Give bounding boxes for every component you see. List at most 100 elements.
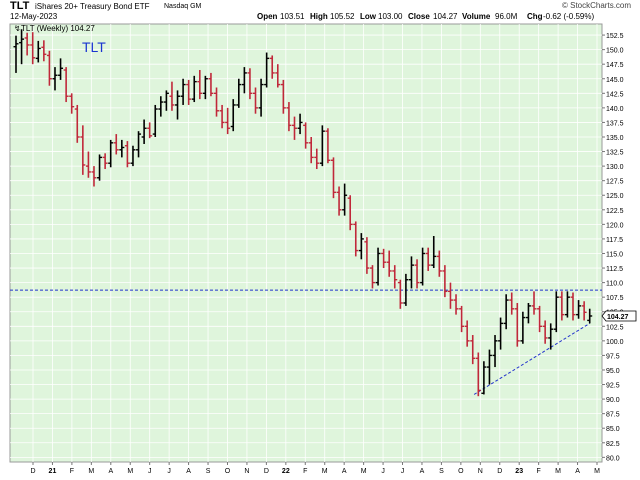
ohlc-bar bbox=[492, 335, 498, 368]
y-tick-label: 82.5 bbox=[606, 441, 620, 448]
legend-icon: ↯ bbox=[14, 24, 21, 33]
x-axis: D 21 F M A M J J A S O N D 22 F M A M J J A S O N D 23 F M A M bbox=[30, 462, 600, 475]
change-value: -0.62 (-0.59%) bbox=[543, 12, 595, 21]
ohlc-bar bbox=[136, 131, 142, 158]
ohlc-bar bbox=[442, 265, 448, 298]
last-close-badge-shape bbox=[601, 310, 637, 322]
ohlc-bar bbox=[275, 64, 281, 88]
ohlc-bar bbox=[509, 292, 515, 315]
ohlc-bar bbox=[386, 250, 392, 277]
ohlc-bar bbox=[420, 247, 426, 286]
x-tick-label: O bbox=[458, 468, 464, 475]
ohlc-bar bbox=[186, 79, 192, 105]
x-tick-label: J bbox=[381, 468, 385, 475]
x-tick-label: S bbox=[439, 468, 444, 475]
ohlc-bar bbox=[80, 125, 86, 175]
ohlc-bar bbox=[108, 139, 114, 168]
y-axis: 80.0 82.5 85.0 87.5 90.0 92.5 95.0 97.5 100.0 102… bbox=[602, 33, 624, 462]
y-tick-label: 85.0 bbox=[606, 426, 620, 433]
ohlc-bar bbox=[397, 279, 403, 309]
low-label: Low bbox=[360, 12, 376, 21]
ohlc-bar bbox=[119, 139, 125, 158]
ohlc-bar bbox=[470, 335, 476, 365]
ohlc-bar bbox=[219, 104, 225, 129]
ohlc-bar bbox=[46, 50, 52, 86]
y-tick-label: 92.5 bbox=[606, 383, 620, 390]
change-label: Chg bbox=[527, 12, 543, 21]
ohlc-bar bbox=[464, 320, 470, 347]
open-label: Open bbox=[257, 12, 278, 21]
x-tick-label: M bbox=[88, 468, 94, 475]
ohlc-bar bbox=[548, 323, 554, 350]
ohlc-bar bbox=[175, 90, 181, 120]
volume-value: 96.0M bbox=[495, 12, 518, 21]
ticker-symbol: TLT bbox=[10, 0, 30, 12]
ohlc-bar bbox=[253, 87, 259, 114]
last-close-badge: 104.27 bbox=[601, 310, 637, 322]
high-value: 105.52 bbox=[330, 12, 355, 21]
ohlc-bar bbox=[392, 265, 398, 289]
close-value: 104.27 bbox=[433, 12, 458, 21]
y-tick-label: 110.0 bbox=[606, 281, 623, 288]
fund-name: iShares 20+ Treasury Bond ETF bbox=[35, 2, 150, 11]
x-tick-label: 21 bbox=[49, 468, 57, 475]
ohlc-bar bbox=[97, 154, 103, 181]
ohlc-bar bbox=[102, 153, 108, 170]
y-tick-label: 102.5 bbox=[606, 324, 624, 331]
ohlc-bar bbox=[264, 52, 270, 88]
x-tick-label: O bbox=[225, 468, 231, 475]
y-tick-label: 147.5 bbox=[606, 62, 624, 69]
x-tick-label: A bbox=[108, 468, 113, 475]
low-value: 103.00 bbox=[378, 12, 403, 21]
chart-annotation: TLT bbox=[82, 39, 106, 55]
x-tick-label: 23 bbox=[515, 468, 523, 475]
ohlc-bar bbox=[481, 361, 487, 395]
y-tick-label: 97.5 bbox=[606, 353, 620, 360]
last-close-value: 104.27 bbox=[607, 314, 629, 321]
ohlc-bar bbox=[214, 87, 220, 117]
ohlc-bar bbox=[202, 75, 208, 100]
ohlc-bar bbox=[498, 317, 504, 350]
ohlc-bar bbox=[41, 40, 47, 62]
x-tick-label: D bbox=[30, 468, 35, 475]
ohlc-bar bbox=[147, 122, 153, 139]
ohlc-bar bbox=[124, 141, 130, 168]
volume-label: Volume bbox=[462, 12, 491, 21]
x-tick-label: D bbox=[497, 468, 502, 475]
x-tick-label: A bbox=[575, 468, 580, 475]
ohlc-bar bbox=[24, 32, 30, 56]
y-tick-label: 135.0 bbox=[606, 135, 624, 142]
ohlc-bar bbox=[13, 35, 19, 73]
x-tick-label: 22 bbox=[282, 468, 290, 475]
ohlc-bar bbox=[581, 301, 587, 321]
ohlc-bar bbox=[459, 305, 465, 333]
ohlc-bars bbox=[13, 29, 593, 397]
chart-header-line: TLT iShares 20+ Treasury Bond ETF Nasdaq… bbox=[0, 0, 640, 21]
y-tick-label: 125.0 bbox=[606, 193, 624, 200]
ohlc-bar bbox=[258, 78, 264, 117]
x-tick-label: F bbox=[537, 468, 541, 475]
ohlc-bar bbox=[297, 113, 303, 135]
y-tick-label: 150.0 bbox=[606, 48, 624, 55]
ohlc-bar bbox=[431, 236, 437, 269]
ohlc-bar bbox=[63, 67, 69, 103]
legend: ↯ TLT (Weekly) 104.27 bbox=[14, 24, 95, 33]
ohlc-bar bbox=[280, 79, 286, 114]
ohlc-bar bbox=[169, 81, 175, 111]
ohlc-bar bbox=[197, 70, 203, 100]
ohlc-bar bbox=[74, 104, 80, 143]
x-tick-label: M bbox=[127, 468, 133, 475]
ohlc-bar bbox=[414, 259, 420, 289]
ohlc-bar bbox=[91, 166, 97, 187]
x-tick-label: F bbox=[70, 468, 74, 475]
ohlc-bar bbox=[531, 291, 537, 315]
ohlc-bar bbox=[247, 68, 253, 100]
x-tick-label: M bbox=[322, 468, 328, 475]
y-tick-label: 120.0 bbox=[606, 222, 624, 229]
legend-text: TLT (Weekly) 104.27 bbox=[21, 24, 95, 33]
ohlc-bar bbox=[369, 265, 375, 289]
y-tick-label: 145.0 bbox=[606, 77, 624, 84]
ohlc-bar bbox=[225, 107, 231, 135]
y-tick-label: 130.0 bbox=[606, 164, 624, 171]
